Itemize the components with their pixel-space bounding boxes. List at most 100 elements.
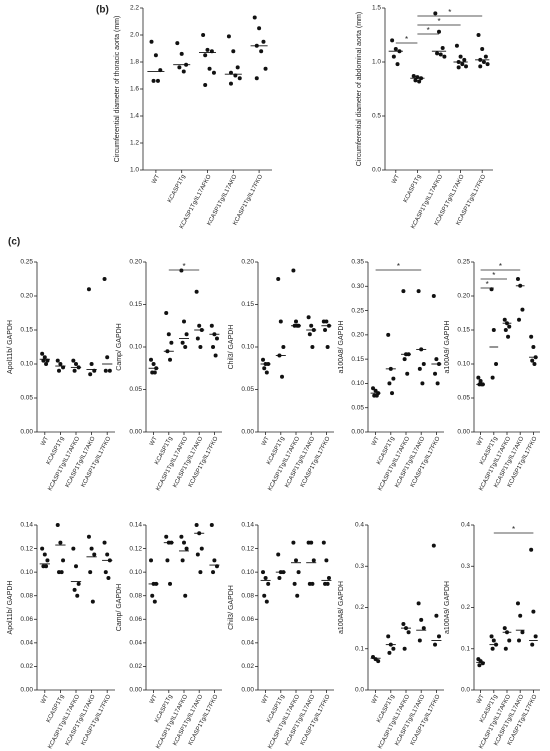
- y-tick-label: 2.2: [130, 5, 139, 12]
- data-point: [491, 328, 496, 332]
- data-point: [194, 523, 199, 527]
- data-point: [45, 558, 50, 563]
- data-point: [152, 370, 157, 375]
- data-point: [149, 558, 154, 563]
- y-tick-label: 0.20: [129, 259, 142, 266]
- data-point: [533, 634, 538, 639]
- y-tick-label: 0.15: [20, 327, 33, 334]
- data-point: [515, 601, 520, 606]
- panel-label: (b): [96, 5, 109, 16]
- data-point: [235, 65, 240, 70]
- data-point: [164, 311, 169, 315]
- data-point: [231, 49, 236, 54]
- data-point: [74, 564, 78, 569]
- data-point: [254, 76, 259, 81]
- y-tick-label: 0.1: [461, 645, 470, 652]
- data-point: [416, 289, 421, 294]
- data-point: [520, 630, 525, 635]
- y-tick-label: 0.20: [351, 332, 364, 339]
- data-point: [180, 340, 185, 345]
- y-tick-label: 0.10: [20, 569, 33, 576]
- data-point: [520, 307, 525, 312]
- x-tick-label: KCASP1Tg/IL17FKO: [81, 436, 113, 489]
- data-point: [90, 599, 95, 604]
- data-point: [483, 54, 488, 59]
- data-point: [88, 570, 93, 575]
- data-point: [507, 324, 512, 329]
- data-point: [478, 379, 483, 383]
- dot-plot: 0.00 0.05 0.10 0.15 0.20 0.25 Apol11b/ GAPDH WT…: [7, 259, 115, 492]
- data-point: [184, 546, 189, 551]
- x-tick-label: WT: [261, 694, 271, 705]
- data-point: [71, 358, 76, 363]
- y-tick-label: 0.05: [241, 386, 254, 393]
- data-point: [531, 609, 536, 614]
- data-point: [71, 546, 76, 551]
- data-point: [102, 277, 107, 281]
- dot-plot: 0.00 0.02 0.04 0.06 0.08 0.10 0.12 0.14 Chil3/ G…: [228, 522, 334, 750]
- data-point: [177, 65, 182, 70]
- x-tick-label: WT: [149, 694, 159, 705]
- y-tick-label: 0.14: [20, 522, 33, 529]
- data-point: [507, 638, 512, 643]
- significance-label: *: [397, 262, 400, 271]
- y-tick-label: 1.0: [372, 59, 381, 66]
- data-point: [307, 332, 312, 337]
- data-point: [153, 53, 158, 58]
- y-tick-label: 0.25: [457, 259, 470, 266]
- dot-plot: 0.00 0.05 0.10 0.15 0.20 0.25 0.30 0.35 a100A8/ …: [338, 259, 444, 492]
- data-point: [517, 317, 522, 322]
- data-point: [72, 368, 77, 373]
- y-tick-label: 0.08: [241, 592, 254, 599]
- data-point: [494, 362, 499, 366]
- significance-label: *: [499, 262, 502, 271]
- y-axis-label: Apol11b/ GAPDH: [7, 581, 14, 635]
- data-point: [40, 546, 45, 551]
- data-point: [532, 362, 537, 366]
- x-tick-label: WT: [476, 694, 486, 705]
- x-tick-label: KCASP1Tg/IL17FKO: [300, 694, 332, 747]
- x-tick-label: KCASP1Tg/IL17FKO: [188, 436, 220, 489]
- y-axis-label: a100A8/ GAPDH: [338, 581, 345, 634]
- y-tick-label: 0.25: [20, 259, 33, 266]
- data-point: [433, 642, 438, 647]
- data-point: [211, 570, 216, 575]
- data-point: [149, 39, 154, 44]
- data-point: [291, 268, 296, 273]
- data-point: [44, 564, 49, 569]
- data-point: [76, 581, 81, 586]
- y-tick-label: 0.06: [20, 616, 33, 623]
- y-tick-label: 0.10: [20, 361, 33, 368]
- data-point: [435, 381, 440, 386]
- data-point: [476, 33, 481, 37]
- y-tick-label: 0.00: [129, 429, 142, 436]
- data-point: [42, 552, 47, 557]
- x-tick-label: WT: [40, 694, 50, 705]
- significance-label: *: [182, 262, 185, 271]
- data-point: [391, 376, 396, 381]
- significance-label: *: [448, 8, 451, 17]
- data-point: [263, 66, 268, 71]
- y-tick-label: 0.0: [461, 687, 470, 694]
- data-point: [309, 540, 314, 545]
- data-point: [88, 372, 93, 377]
- x-tick-label: KCASP1Tg: [403, 174, 423, 204]
- data-point: [86, 287, 91, 292]
- data-point: [480, 661, 485, 666]
- data-point: [503, 646, 508, 651]
- x-tick-label: WT: [371, 694, 381, 705]
- y-tick-label: 0.3: [461, 563, 470, 570]
- data-point: [151, 78, 156, 83]
- data-point: [371, 386, 376, 391]
- y-axis-label: a100A9/ GAPDH: [444, 321, 451, 374]
- data-point: [506, 334, 511, 339]
- data-point: [421, 626, 426, 631]
- data-point: [458, 54, 463, 59]
- y-tick-label: 0.14: [129, 522, 142, 529]
- y-tick-label: 2.0: [130, 32, 139, 39]
- data-point: [440, 45, 445, 50]
- data-point: [105, 552, 110, 557]
- data-point: [464, 64, 468, 69]
- data-point: [477, 663, 482, 668]
